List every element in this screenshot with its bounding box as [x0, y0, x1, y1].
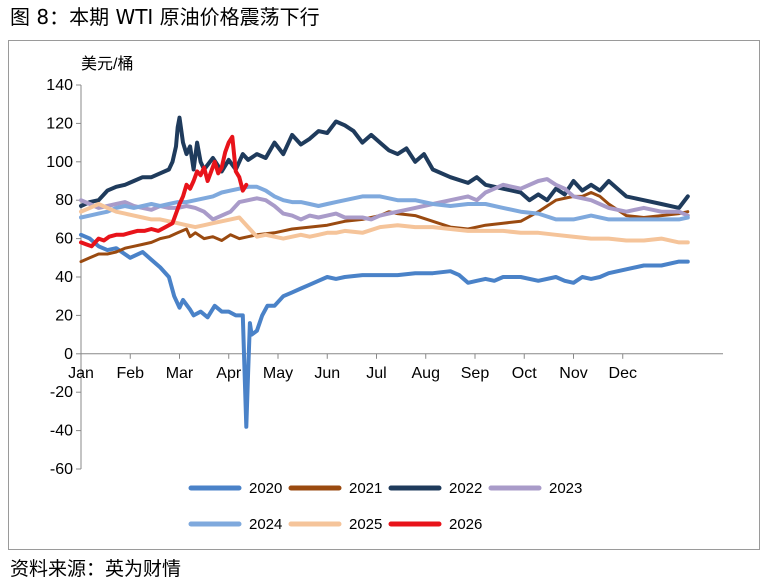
y-tick-label: -60 [50, 461, 73, 478]
legend-label-2024: 2024 [249, 516, 282, 533]
legend-label-2025: 2025 [349, 516, 382, 533]
x-tick-label: Jan [68, 365, 94, 382]
x-tick-label: Jul [366, 365, 386, 382]
axes: 140 120 100 80 60 40 20 0 -20 -40 -60 Jan Feb Mar Apr M… [46, 77, 723, 478]
x-tick-label: Apr [216, 365, 242, 382]
legend-item-2020: 2020 [188, 480, 282, 497]
legend-label-2021: 2021 [349, 480, 382, 497]
y-tick-label: 140 [46, 77, 73, 94]
legend-item-2021: 2021 [288, 480, 382, 497]
y-tick-label: -40 [50, 423, 73, 440]
wti-price-chart: 美元/桶 140 120 100 80 60 40 20 0 -20 -40 -60 Jan Feb Ma… [46, 55, 723, 533]
legend-item-2026: 2026 [388, 516, 482, 533]
legend-item-2022: 2022 [388, 480, 482, 497]
x-tick-label: Mar [166, 365, 194, 382]
series-line-2022 [79, 115, 690, 210]
series-line-2025 [79, 202, 690, 245]
legend-label-2020: 2020 [249, 480, 282, 497]
x-tick-label: Nov [559, 365, 587, 382]
series-layer [79, 115, 690, 429]
x-tick-label: Jun [314, 365, 340, 382]
y-tick-label: 20 [55, 307, 73, 324]
x-tick-label: Sep [461, 365, 490, 382]
y-axis-label: 美元/桶 [81, 55, 133, 73]
series-line-2020 [79, 232, 690, 429]
y-tick-label: 80 [55, 192, 73, 209]
y-tick-label: 100 [46, 154, 73, 171]
legend-label-2026: 2026 [449, 516, 482, 533]
source-note: 资料来源：英为财情 [10, 558, 182, 580]
y-tick-label: 40 [55, 269, 73, 286]
x-tick-label: Aug [412, 365, 440, 382]
x-tick-label: Dec [609, 365, 637, 382]
legend-label-2022: 2022 [449, 480, 482, 497]
figure-title: 图 8：本期 WTI 原油价格震荡下行 [10, 5, 320, 29]
y-tick-label: 0 [64, 346, 73, 363]
legend: 2020 2021 2022 2023 2024 2025 2026 [188, 480, 582, 533]
chart-frame: 美元/桶 140 120 100 80 60 40 20 0 -20 -40 -60 Jan Feb Ma… [8, 40, 760, 550]
legend-item-2024: 2024 [188, 516, 282, 533]
y-tick-label: 120 [46, 115, 73, 132]
x-tick-label: May [263, 365, 293, 382]
series-line-2026 [79, 134, 249, 249]
y-tick-label: 60 [55, 231, 73, 248]
legend-label-2023: 2023 [549, 480, 582, 497]
legend-item-2025: 2025 [288, 516, 382, 533]
y-tick-label: -20 [50, 384, 73, 401]
legend-item-2023: 2023 [488, 480, 582, 497]
series-line-2024 [79, 184, 690, 222]
x-tick-label: Feb [116, 365, 144, 382]
x-tick-label: Oct [512, 365, 537, 382]
